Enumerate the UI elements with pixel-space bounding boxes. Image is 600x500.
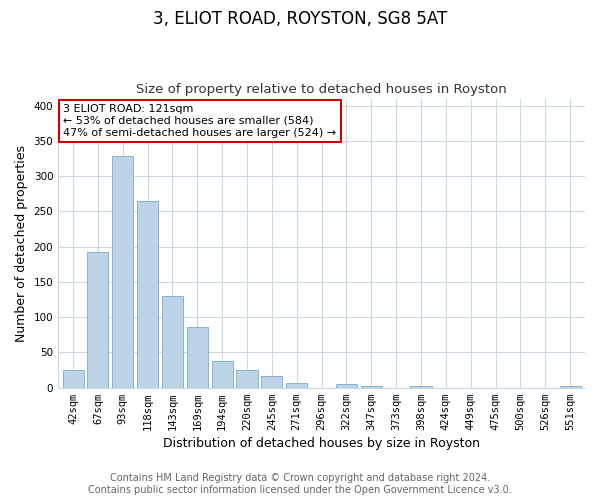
Bar xyxy=(88,252,109,388)
Bar xyxy=(187,327,208,388)
Bar xyxy=(410,386,431,388)
Bar xyxy=(212,361,233,388)
X-axis label: Distribution of detached houses by size in Royston: Distribution of detached houses by size … xyxy=(163,437,480,450)
Text: 3 ELIOT ROAD: 121sqm
← 53% of detached houses are smaller (584)
47% of semi-deta: 3 ELIOT ROAD: 121sqm ← 53% of detached h… xyxy=(64,104,337,138)
Bar xyxy=(62,370,83,388)
Bar xyxy=(137,201,158,388)
Bar xyxy=(336,384,357,388)
Bar xyxy=(560,386,581,388)
Bar xyxy=(162,296,183,388)
Bar xyxy=(112,156,133,388)
Text: 3, ELIOT ROAD, ROYSTON, SG8 5AT: 3, ELIOT ROAD, ROYSTON, SG8 5AT xyxy=(153,10,447,28)
Bar xyxy=(286,383,307,388)
Bar xyxy=(236,370,257,388)
Bar xyxy=(361,386,382,388)
Title: Size of property relative to detached houses in Royston: Size of property relative to detached ho… xyxy=(136,83,507,96)
Text: Contains HM Land Registry data © Crown copyright and database right 2024.
Contai: Contains HM Land Registry data © Crown c… xyxy=(88,474,512,495)
Bar xyxy=(262,376,283,388)
Y-axis label: Number of detached properties: Number of detached properties xyxy=(15,144,28,342)
